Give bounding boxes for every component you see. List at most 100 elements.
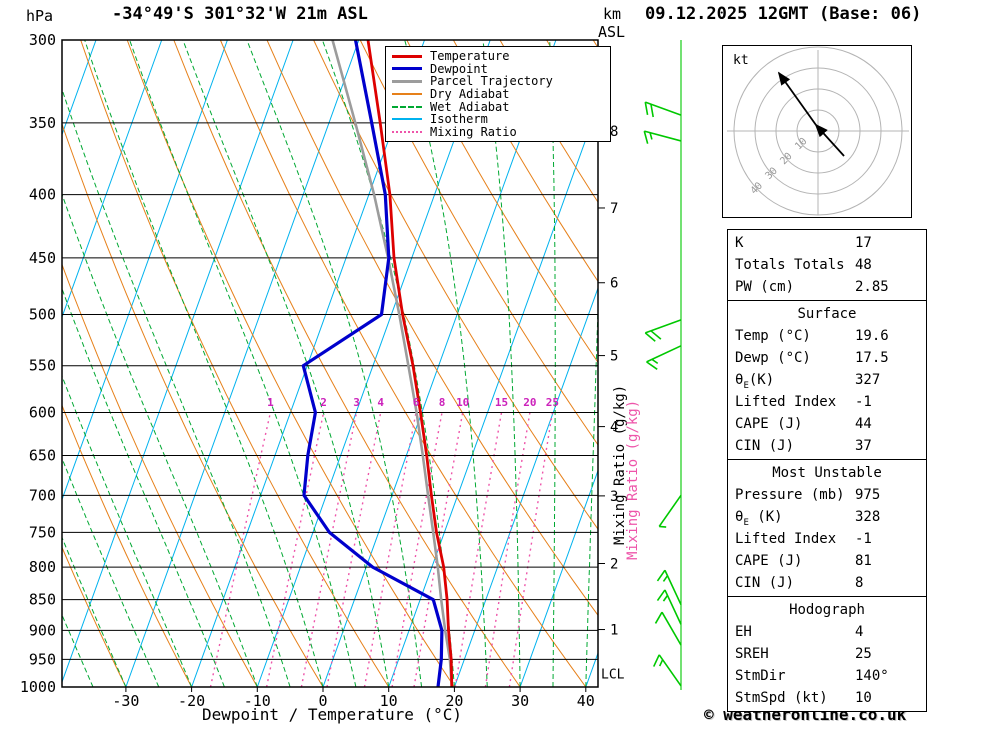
stat-row: Lifted Index -1 <box>728 391 926 413</box>
temperature-curve <box>366 40 454 687</box>
stat-row: K 17 <box>728 232 926 254</box>
stat-label: θE (K) <box>735 509 783 528</box>
legend-line-sample <box>392 79 422 83</box>
stat-value: 327 <box>855 372 881 388</box>
legend-line-sample <box>392 118 422 121</box>
svg-text:750: 750 <box>29 523 56 541</box>
stats-panel: K 17 Totals Totals 48 PW (cm) 2.85 Surface Temp… <box>727 229 927 712</box>
stat-value: -1 <box>855 531 872 547</box>
hodograph-unit-label: kt <box>733 53 749 68</box>
svg-text:-10: -10 <box>244 692 271 710</box>
legend-item-label: Temperature <box>430 49 510 64</box>
svg-text:0: 0 <box>318 692 327 710</box>
surface-box: Surface Temp (°C) 19.6 Dewp (°C) 17.5 θE(K) 32… <box>727 300 927 460</box>
svg-text:20: 20 <box>523 396 536 409</box>
stat-row: Temp (°C) 19.6 <box>728 325 926 347</box>
stat-value: -1 <box>855 394 872 410</box>
stat-value: 48 <box>855 257 872 273</box>
svg-text:5: 5 <box>610 349 618 365</box>
hodograph-box: Hodograph EH 4 SREH 25 StmDir 140° StmSpd (kt) 1… <box>727 596 927 712</box>
stat-label: StmSpd (kt) <box>735 690 828 706</box>
stat-value: 17.5 <box>855 350 889 366</box>
legend-item-label: Dewpoint <box>430 61 488 76</box>
stat-label: Dewp (°C) <box>735 350 811 366</box>
stat-value: 37 <box>855 438 872 454</box>
temp-tick-labels: -30 -20 -10 0 10 20 30 40 <box>112 687 595 710</box>
svg-text:300: 300 <box>29 31 56 49</box>
stat-row: PW (cm) 2.85 <box>728 276 926 298</box>
svg-text:-20: -20 <box>178 692 205 710</box>
sounding-curves <box>301 40 454 687</box>
stat-label: Temp (°C) <box>735 328 811 344</box>
svg-text:700: 700 <box>29 486 56 504</box>
stat-row: θE (K) 328 <box>728 506 926 528</box>
most-unstable-box: Most Unstable Pressure (mb) 975 θE (K) 328 Li… <box>727 459 927 597</box>
stat-value: 4 <box>855 624 864 640</box>
altitude-unit-asl: ASL <box>598 23 626 41</box>
legend-item-label: Wet Adiabat <box>430 99 510 114</box>
stat-value: 10 <box>855 690 872 706</box>
wind-barbs <box>643 40 682 690</box>
stat-row: Totals Totals 48 <box>728 254 926 276</box>
plot-border <box>61 39 599 688</box>
svg-text:25: 25 <box>546 396 559 409</box>
svg-text:600: 600 <box>29 403 56 421</box>
isotherm-lines <box>62 40 598 687</box>
stat-row: StmSpd (kt) 10 <box>728 687 926 709</box>
stat-row: SREH 25 <box>728 643 926 665</box>
stat-value: 8 <box>855 575 864 591</box>
legend-line-sample <box>392 93 422 96</box>
legend-item-label: Mixing Ratio <box>430 124 517 139</box>
km-tick-labels: 1 2 3 4 5 6 7 8 <box>598 124 618 639</box>
stat-label: CAPE (J) <box>735 416 803 432</box>
svg-text:400: 400 <box>29 186 56 204</box>
stat-label: EH <box>735 624 752 640</box>
stat-row: CIN (J) 8 <box>728 572 926 594</box>
stat-row: Lifted Index -1 <box>728 528 926 550</box>
stat-label: PW (cm) <box>735 279 795 295</box>
stat-value: 25 <box>855 646 872 662</box>
svg-text:20: 20 <box>445 692 463 710</box>
legend-item-label: Dry Adiabat <box>430 87 510 102</box>
svg-text:6: 6 <box>610 276 618 292</box>
svg-text:7: 7 <box>610 201 618 217</box>
mixing-ratio-value-labels: 1 2 3 4 6 8 10 15 20 25 <box>267 396 559 409</box>
stat-value: 19.6 <box>855 328 889 344</box>
stat-label: Lifted Index <box>735 531 837 547</box>
station-title: -34°49'S 301°32'W 21m ASL <box>112 4 368 24</box>
legend-item: Parcel Trajectory <box>392 75 604 88</box>
pressure-tick-labels: 300 350 400 450 500 550 600 650 700 750 800 850 900 9… <box>20 31 56 696</box>
mixing-axis-label-black: Mixing Ratio (g/kg) <box>612 385 628 545</box>
stat-value: 2.85 <box>855 279 889 295</box>
stat-value: 140° <box>855 668 889 684</box>
most-unstable-box-title: Most Unstable <box>772 465 882 481</box>
legend-item-label: Parcel Trajectory <box>430 74 553 89</box>
svg-text:10: 10 <box>456 396 469 409</box>
svg-text:450: 450 <box>29 249 56 267</box>
legend-item: Mixing Ratio <box>392 126 604 139</box>
legend-item: Dewpoint <box>392 63 604 76</box>
stat-row: CAPE (J) 81 <box>728 550 926 572</box>
stat-value: 44 <box>855 416 872 432</box>
stat-label: CIN (J) <box>735 438 795 454</box>
stat-value: 975 <box>855 487 881 503</box>
stat-row: Dewp (°C) 17.5 <box>728 347 926 369</box>
svg-text:3: 3 <box>353 396 360 409</box>
surface-box-title: Surface <box>797 306 857 322</box>
stat-label: Lifted Index <box>735 394 837 410</box>
stat-value: 17 <box>855 235 872 251</box>
stat-row: CIN (J) 37 <box>728 435 926 457</box>
svg-text:1: 1 <box>267 396 274 409</box>
stat-label: CAPE (J) <box>735 553 803 569</box>
svg-text:650: 650 <box>29 447 56 465</box>
x-axis-label: Dewpoint / Temperature (°C) <box>201 705 463 724</box>
stat-label: CIN (J) <box>735 575 795 591</box>
stat-row: EH 4 <box>728 621 926 643</box>
hodograph-trace <box>777 71 845 157</box>
lcl-label: LCL <box>601 667 625 682</box>
altitude-unit-km: km <box>603 5 622 23</box>
svg-text:8: 8 <box>610 124 618 140</box>
